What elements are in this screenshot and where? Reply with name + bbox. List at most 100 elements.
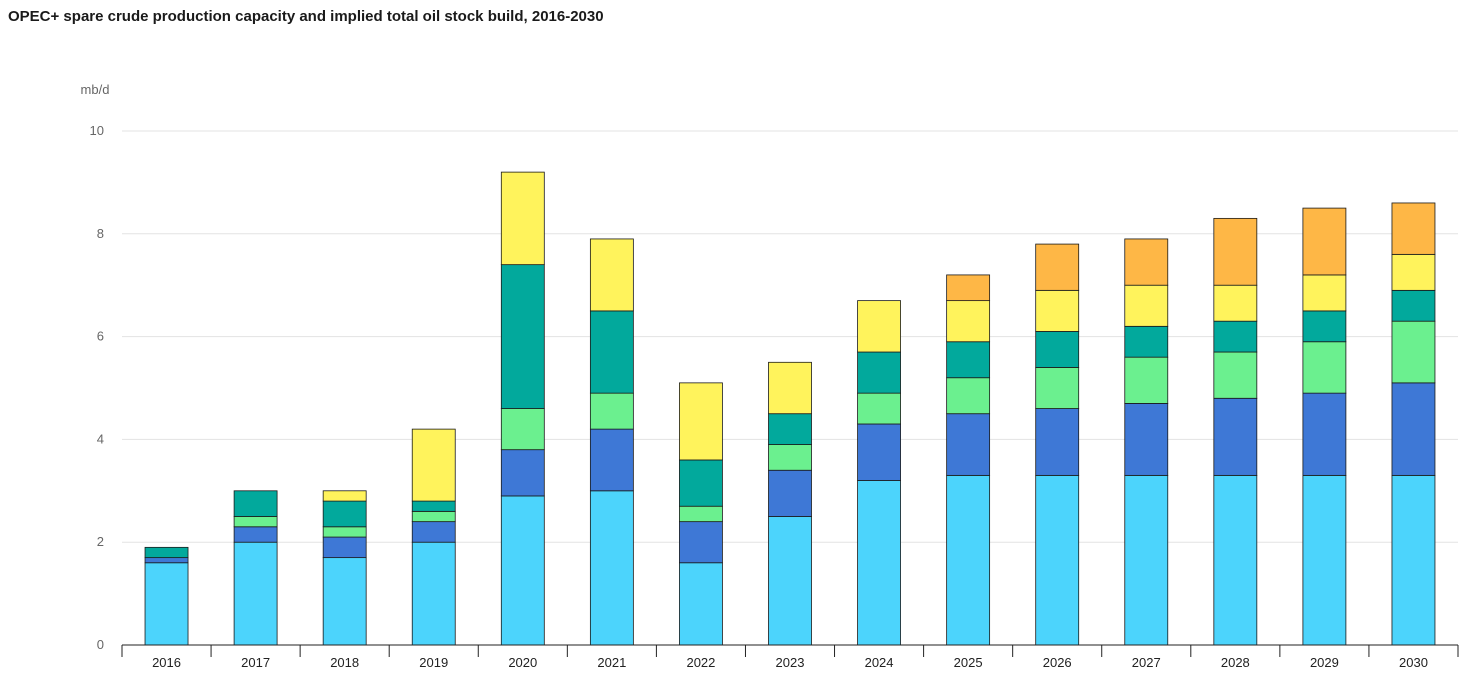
bar-segment [1302,207,1347,276]
bar-segment [1213,397,1258,476]
x-tick-label: 2023 [776,655,805,670]
bar-segment [1124,284,1169,327]
x-tick-label: 2028 [1221,655,1250,670]
x-tick-label: 2021 [597,655,626,670]
bar-segment [411,428,456,502]
bar-segment [322,500,367,528]
y-tick-label: 8 [97,226,104,241]
bar-segment [946,413,991,476]
bar-segment [233,526,278,543]
bar-segment [500,495,545,646]
bar-segment [233,516,278,528]
bar-segment [768,516,812,646]
x-axis: 2016 2017 2018 2019 2020 2021 2022 2023 2024 2025… [121,644,1459,670]
bar-segment [500,449,545,497]
bar-segment [411,521,456,543]
bar-segment [322,490,367,502]
bar-segment [857,423,901,481]
bar-segment [1302,474,1347,646]
bar-segment [768,444,812,471]
bar-segment [1391,202,1436,255]
bar-segment [1124,474,1169,646]
x-tick-label: 2016 [152,655,181,670]
x-tick-label: 2026 [1043,655,1072,670]
bar-segment [1213,351,1258,399]
bar-segment [1035,408,1080,476]
chart-title: OPEC+ spare crude production capacity an… [8,8,604,25]
bar-segment [1035,474,1080,646]
bar-segment [1302,392,1347,476]
bar-segment [768,413,812,445]
bar-segment [411,510,456,523]
bar-segment [768,361,812,415]
x-tick-label: 2027 [1132,655,1161,670]
bars [144,171,1436,646]
bar-segment [1213,217,1258,286]
y-tick-label: 6 [97,329,104,344]
bar-segment [1035,331,1080,368]
bar-segment [946,474,991,646]
bar-segment [857,351,901,394]
bar-segment [1391,289,1436,322]
bar-segment [233,541,278,646]
bar-segment [1035,289,1080,332]
bar-segment [1302,310,1347,343]
x-tick-label: 2025 [954,655,983,670]
x-tick-label: 2022 [686,655,715,670]
bar-segment [679,521,723,564]
bar-segment [1391,382,1436,476]
bar-segment [500,408,545,451]
bar-segment [679,505,723,523]
bar-segment [589,392,634,430]
bar-segment [1213,474,1258,646]
bar-segment [1302,341,1347,394]
bar-segment [500,171,545,266]
bar-segment [322,536,367,559]
bar-segment [144,546,189,559]
bar-segment [1124,403,1169,476]
bar-segment [946,274,991,302]
bar-segment [857,480,901,646]
bar-segment [679,459,723,507]
x-tick-label: 2030 [1399,655,1428,670]
bar-segment [322,526,367,538]
bar-segment [411,500,456,512]
bar-segment [679,382,723,461]
bar-segment [946,377,991,415]
bar-segment [1213,284,1258,322]
y-tick-label: 4 [97,431,104,446]
x-tick-label: 2024 [865,655,894,670]
x-tick-label: 2018 [330,655,359,670]
y-tick-label: 10 [90,123,104,138]
bar-segment [589,238,634,312]
bar-segment [589,428,634,492]
bar-segment [1035,243,1080,291]
bar-segment [589,310,634,394]
bar-segment [500,264,545,409]
bar-segment [1124,356,1169,404]
y-tick-label: 0 [97,637,104,652]
x-tick-label: 2017 [241,655,270,670]
x-tick-label: 2020 [508,655,537,670]
bar-segment [857,300,901,353]
bar-segment [144,557,189,564]
x-tick-label: 2029 [1310,655,1339,670]
bar-segment [233,490,278,517]
bar-segment [1302,274,1347,312]
y-axis-unit-label: mb/d [81,82,110,97]
bar-segment [679,562,723,646]
bar-segment [144,562,189,646]
bar-segment [768,469,812,517]
x-tick-label: 2019 [419,655,448,670]
bar-segment [1391,253,1436,291]
bar-segment [946,341,991,379]
bar-segment [946,300,991,343]
bar-segment [411,541,456,646]
bar-segment [1124,238,1169,286]
y-tick-label: 2 [97,534,104,549]
bar-segment [1391,320,1436,384]
bar-segment [1124,325,1169,358]
bar-segment [322,557,367,646]
bar-segment [857,392,901,425]
bar-segment [1213,320,1258,353]
